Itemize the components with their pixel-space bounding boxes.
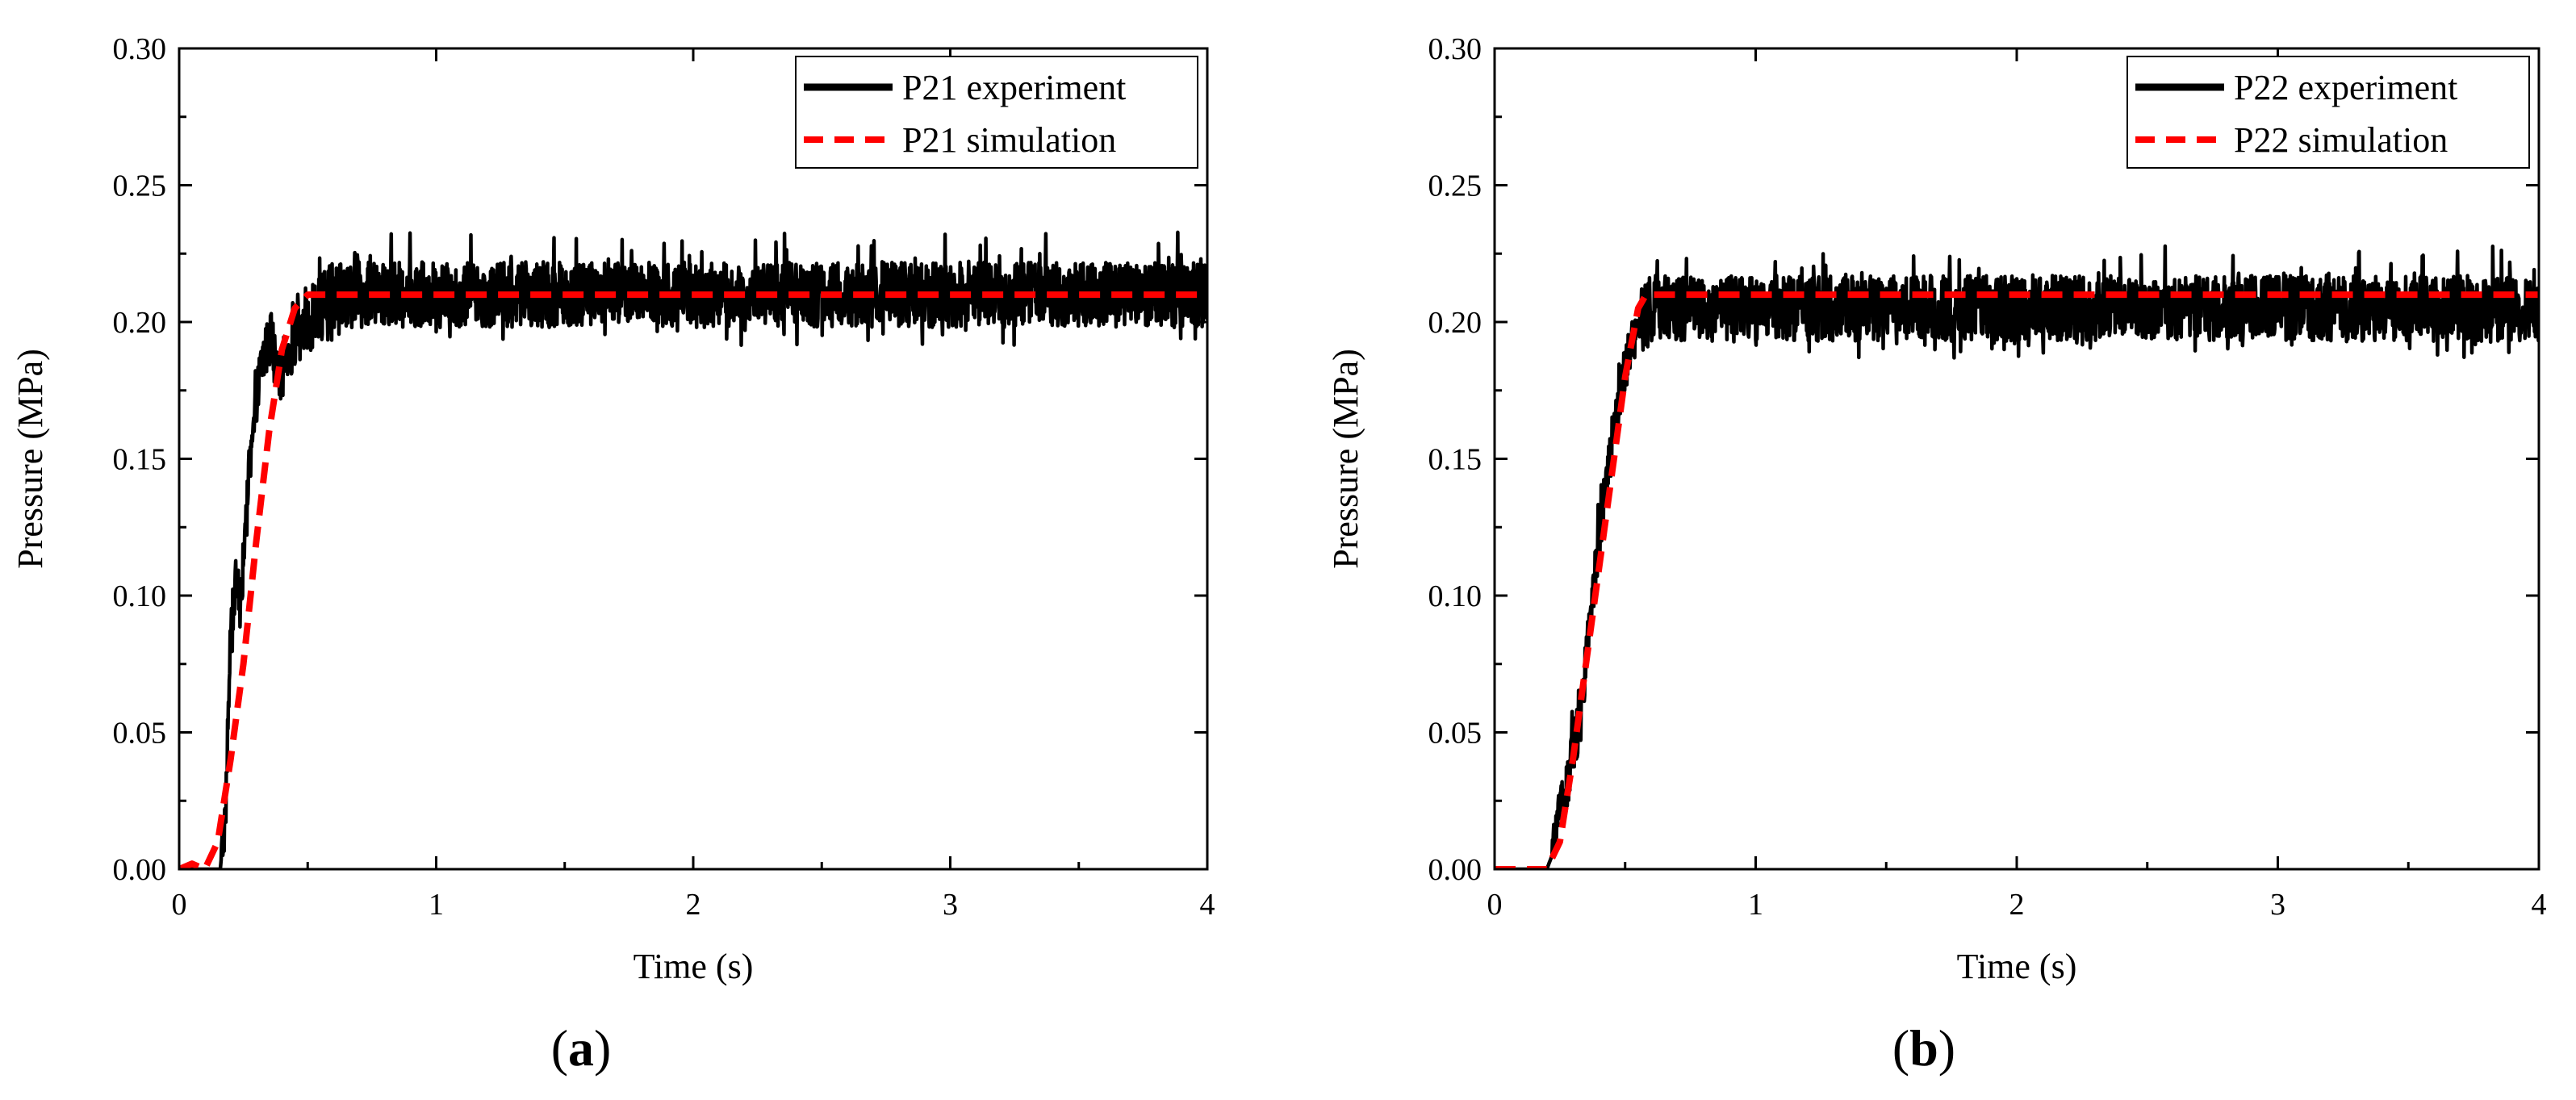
legend-label: P22 simulation bbox=[2234, 120, 2448, 160]
x-tick-label: 0 bbox=[172, 888, 187, 922]
panel-label-paren-close: ) bbox=[594, 1019, 611, 1077]
y-tick-label: 0.20 bbox=[113, 306, 167, 340]
legend-label: P21 experiment bbox=[902, 68, 1126, 107]
panel-label-letter: b bbox=[1909, 1019, 1938, 1077]
series-line-experiment bbox=[1495, 244, 2539, 869]
y-tick-label: 0.30 bbox=[113, 32, 167, 66]
y-axis-title: Pressure (MPa) bbox=[10, 349, 50, 569]
y-tick-label: 0.10 bbox=[113, 579, 167, 613]
x-tick-label: 4 bbox=[1200, 888, 1215, 922]
y-tick-label: 0.05 bbox=[113, 717, 167, 751]
y-tick-label: 0.15 bbox=[113, 443, 167, 477]
x-tick-label: 0 bbox=[1487, 888, 1503, 922]
panel-label: (b) bbox=[1892, 1019, 1955, 1077]
x-tick-label: 4 bbox=[2532, 888, 2547, 922]
panel-label-paren-open: ( bbox=[551, 1019, 568, 1077]
chart-panel-a: 0 1 2 3 4 0.00 0.05 0.10 0.15 0.20 0.25 0.30 P21 exp… bbox=[10, 32, 1215, 1077]
y-tick-label: 0.25 bbox=[1428, 169, 1482, 203]
y-tick-label: 0.15 bbox=[1428, 443, 1482, 477]
x-tick-label: 3 bbox=[2270, 888, 2285, 922]
y-tick-label: 0.25 bbox=[113, 169, 167, 203]
y-tick-label: 0.10 bbox=[1428, 579, 1482, 613]
panel-label-paren-open: ( bbox=[1892, 1019, 1909, 1077]
series-line-simulation bbox=[1495, 291, 2539, 869]
panel-label-letter: a bbox=[568, 1019, 594, 1077]
y-tick-label: 0.30 bbox=[1428, 32, 1482, 66]
y-tick-label: 0.00 bbox=[1428, 853, 1482, 887]
x-axis-title: Time (s) bbox=[634, 947, 754, 986]
x-tick-label: 1 bbox=[1748, 888, 1763, 922]
panel-label-paren-close: ) bbox=[1938, 1019, 1955, 1077]
plot-frame bbox=[178, 47, 1209, 871]
x-tick-label: 3 bbox=[943, 888, 958, 922]
legend-label: P22 experiment bbox=[2234, 68, 2457, 107]
series-line-simulation bbox=[179, 291, 1207, 869]
y-tick-label: 0.05 bbox=[1428, 717, 1482, 751]
plot-frame bbox=[1493, 47, 2540, 871]
series-line-experiment bbox=[179, 230, 1207, 869]
y-tick-label: 0.00 bbox=[113, 853, 167, 887]
x-axis-title: Time (s) bbox=[1957, 947, 2077, 986]
legend-box bbox=[795, 56, 1198, 169]
y-axis-title: Pressure (MPa) bbox=[1326, 349, 1365, 569]
x-tick-label: 2 bbox=[686, 888, 701, 922]
legend-label: P21 simulation bbox=[902, 120, 1116, 160]
legend-box bbox=[2126, 56, 2530, 169]
y-tick-label: 0.20 bbox=[1428, 306, 1482, 340]
x-tick-label: 2 bbox=[2009, 888, 2025, 922]
panel-label: (a) bbox=[551, 1019, 612, 1077]
x-tick-label: 1 bbox=[429, 888, 444, 922]
chart-panel-b: 0 1 2 3 4 0.00 0.05 0.10 0.15 0.20 0.25 0.30 P22 exp… bbox=[1326, 32, 2547, 1077]
